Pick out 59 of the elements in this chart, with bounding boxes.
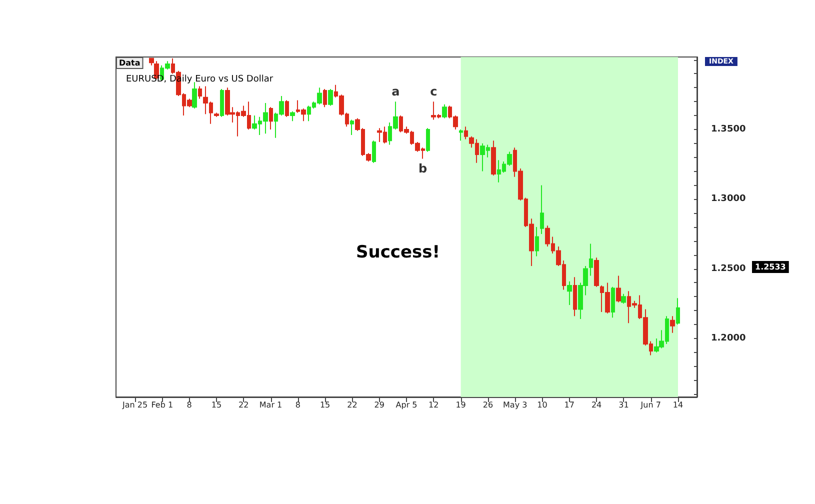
candlestick	[573, 276, 577, 317]
candlestick	[426, 128, 430, 152]
x-tick-label: Apr 5	[396, 400, 418, 410]
x-tick-label: 29	[374, 400, 384, 410]
candlestick	[285, 100, 289, 118]
candlestick	[459, 128, 463, 142]
x-tick-label: 24	[591, 400, 602, 410]
candlestick	[589, 243, 593, 276]
x-tick-label: 26	[482, 400, 494, 410]
x-tick-label: Jan 25	[121, 400, 148, 410]
candlestick	[350, 119, 354, 136]
candlestick	[149, 58, 154, 66]
candlestick	[372, 140, 376, 164]
x-tick-label: May 3	[503, 400, 528, 410]
y-tick-label: 1.2500	[711, 264, 746, 274]
x-tick-label: 17	[564, 400, 574, 410]
candlestick	[540, 184, 544, 234]
x-tick-label: 22	[347, 400, 358, 410]
candlestick	[491, 140, 496, 176]
text: a	[392, 84, 400, 99]
candlestick	[676, 298, 680, 326]
x-tick-label: Feb 1	[151, 400, 174, 410]
text: 1.2533	[755, 262, 786, 272]
candlestick	[535, 226, 539, 257]
annotation: Success!	[356, 242, 440, 262]
x-tick-label: Mar 1	[259, 400, 282, 410]
candlestick	[220, 88, 224, 118]
candlestick	[594, 257, 599, 288]
candlestick	[192, 82, 197, 110]
text: c	[430, 84, 438, 99]
x-tick-label: 10	[537, 400, 548, 410]
x-tick-label: 31	[618, 400, 629, 410]
y-tick-label: 1.2000	[711, 333, 746, 344]
candlestick	[567, 280, 572, 306]
y-tick-label: 1.3500	[711, 124, 746, 134]
candlestick	[611, 286, 615, 318]
candlestick	[214, 112, 219, 118]
candlestick	[328, 88, 333, 106]
x-tick-label: 8	[186, 400, 192, 410]
x-tick-label: 19	[456, 400, 466, 410]
y-tick-label: 1.3000	[711, 194, 746, 204]
text: b	[418, 162, 428, 176]
x-tick-label: 14	[672, 400, 684, 410]
candlestick	[464, 126, 468, 140]
x-tick-label: 15	[211, 400, 222, 410]
candlestick	[616, 275, 621, 303]
x-tick-label: Jun 7	[640, 400, 661, 410]
x-tick-label: 15	[320, 400, 330, 410]
candlestick	[442, 104, 447, 119]
candlestick	[323, 88, 327, 108]
candlestick	[198, 86, 202, 100]
x-tick-label: 22	[238, 400, 249, 410]
candlestick	[290, 110, 295, 122]
candlestick	[670, 316, 675, 334]
candlestick	[269, 106, 273, 130]
x-tick-label: 8	[295, 400, 300, 410]
x-tick-label: 12	[428, 400, 439, 410]
candlestick	[621, 293, 626, 304]
annotation: Data	[119, 58, 140, 68]
